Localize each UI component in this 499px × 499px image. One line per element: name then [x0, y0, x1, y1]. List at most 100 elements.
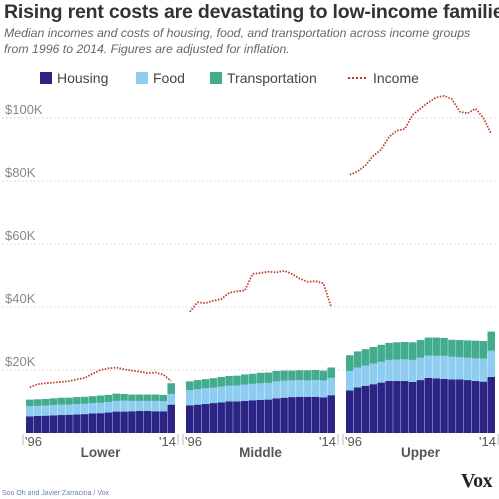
bar-food-upper [471, 358, 480, 382]
bar-housing-upper [361, 385, 370, 433]
bar-food-middle [288, 380, 296, 398]
bar-food-upper [353, 367, 362, 388]
bar-housing-middle [311, 396, 320, 433]
x-tick-label: '96 [25, 434, 42, 449]
bar-food-upper [440, 355, 448, 379]
bar-food-lower [26, 406, 34, 417]
bar-housing-middle [193, 404, 202, 433]
bar-food-middle [186, 390, 194, 406]
bar-transportation-middle [272, 370, 280, 382]
bar-transportation-middle [193, 380, 202, 390]
bar-food-middle [264, 382, 273, 400]
bar-housing-lower [96, 413, 105, 433]
bar-food-middle [327, 377, 335, 396]
bar-housing-lower [57, 415, 65, 433]
bar-transportation-upper [369, 347, 378, 364]
bar-transportation-lower [167, 383, 175, 394]
income-line-upper [349, 94, 493, 176]
bar-transportation-lower [120, 393, 128, 401]
bar-housing-upper [408, 381, 417, 433]
bar-transportation-lower [159, 394, 168, 402]
source-credit: Soo Oh and Javier Zarracina / Vox [2, 490, 109, 497]
bar-transportation-middle [280, 370, 288, 381]
bar-transportation-middle [256, 372, 265, 384]
chart-title: Rising rent costs are devastating to low… [4, 1, 499, 23]
bar-food-middle [296, 380, 304, 397]
bar-transportation-middle [311, 370, 320, 381]
bar-food-lower [88, 403, 97, 414]
y-tick-label: $100K [5, 102, 43, 117]
bar-food-upper [377, 361, 385, 383]
bar-food-middle [201, 388, 210, 405]
bar-housing-upper [346, 390, 354, 433]
bar-housing-lower [128, 411, 136, 433]
bar-food-middle [193, 389, 202, 405]
bar-transportation-lower [49, 398, 58, 405]
legend-swatch-transportation [210, 72, 222, 84]
bar-food-middle [311, 380, 320, 397]
bar-food-lower [151, 400, 160, 412]
bar-food-lower [143, 400, 152, 411]
bar-housing-middle [272, 398, 280, 433]
bar-food-middle [241, 384, 249, 401]
y-tick-label: $60K [5, 228, 36, 243]
bar-food-middle [272, 381, 280, 399]
bar-transportation-lower [96, 395, 105, 403]
bar-transportation-upper [463, 340, 472, 358]
bar-transportation-lower [57, 397, 65, 405]
bar-transportation-middle [327, 367, 335, 378]
bar-transportation-upper [432, 337, 440, 356]
bar-food-lower [57, 404, 65, 416]
bar-housing-middle [233, 401, 241, 433]
legend-label-transportation: Transportation [227, 70, 317, 86]
y-tick-label: $40K [5, 291, 36, 306]
x-tick-label: '14 [319, 434, 336, 449]
bar-housing-upper [377, 382, 385, 433]
bar-transportation-upper [487, 331, 495, 351]
bar-food-upper [432, 355, 440, 379]
bar-housing-lower [159, 411, 168, 433]
bar-housing-middle [186, 405, 194, 433]
bar-housing-middle [288, 397, 296, 433]
bar-food-middle [319, 380, 328, 398]
bar-transportation-lower [143, 394, 152, 401]
bar-housing-middle [264, 399, 273, 433]
bar-housing-middle [280, 397, 288, 433]
bar-housing-lower [41, 415, 50, 433]
legend-label-income: Income [373, 70, 419, 86]
legend-label-food: Food [153, 70, 185, 86]
panel-label-middle: Middle [239, 445, 282, 460]
bar-transportation-upper [353, 351, 362, 368]
bar-food-lower [159, 401, 168, 412]
bar-transportation-middle [264, 372, 273, 383]
bar-housing-lower [26, 416, 34, 433]
bar-housing-middle [327, 395, 335, 433]
bar-housing-middle [303, 396, 312, 433]
bar-food-middle [225, 385, 233, 402]
bar-transportation-middle [201, 379, 210, 389]
bar-transportation-middle [233, 375, 241, 386]
bar-food-lower [33, 405, 42, 416]
bar-transportation-upper [416, 340, 425, 358]
bar-housing-upper [448, 379, 456, 433]
bar-housing-middle [225, 401, 233, 433]
bar-transportation-lower [151, 394, 160, 401]
bar-food-middle [256, 383, 265, 400]
bar-transportation-lower [33, 399, 42, 406]
bar-food-upper [369, 363, 378, 385]
legend-swatch-income [348, 77, 366, 79]
bar-food-upper [361, 365, 370, 386]
bar-transportation-upper [408, 342, 417, 360]
income-line-lower [29, 366, 172, 389]
bar-housing-lower [120, 411, 128, 433]
bar-housing-upper [479, 381, 488, 433]
bar-transportation-middle [186, 381, 194, 391]
bar-food-lower [112, 400, 120, 412]
legend-label-housing: Housing [57, 70, 109, 86]
panel-label-upper: Upper [401, 445, 441, 460]
bar-transportation-middle [303, 370, 312, 381]
bar-transportation-upper [456, 340, 464, 358]
bar-food-upper [456, 357, 464, 380]
bar-food-upper [448, 356, 456, 380]
